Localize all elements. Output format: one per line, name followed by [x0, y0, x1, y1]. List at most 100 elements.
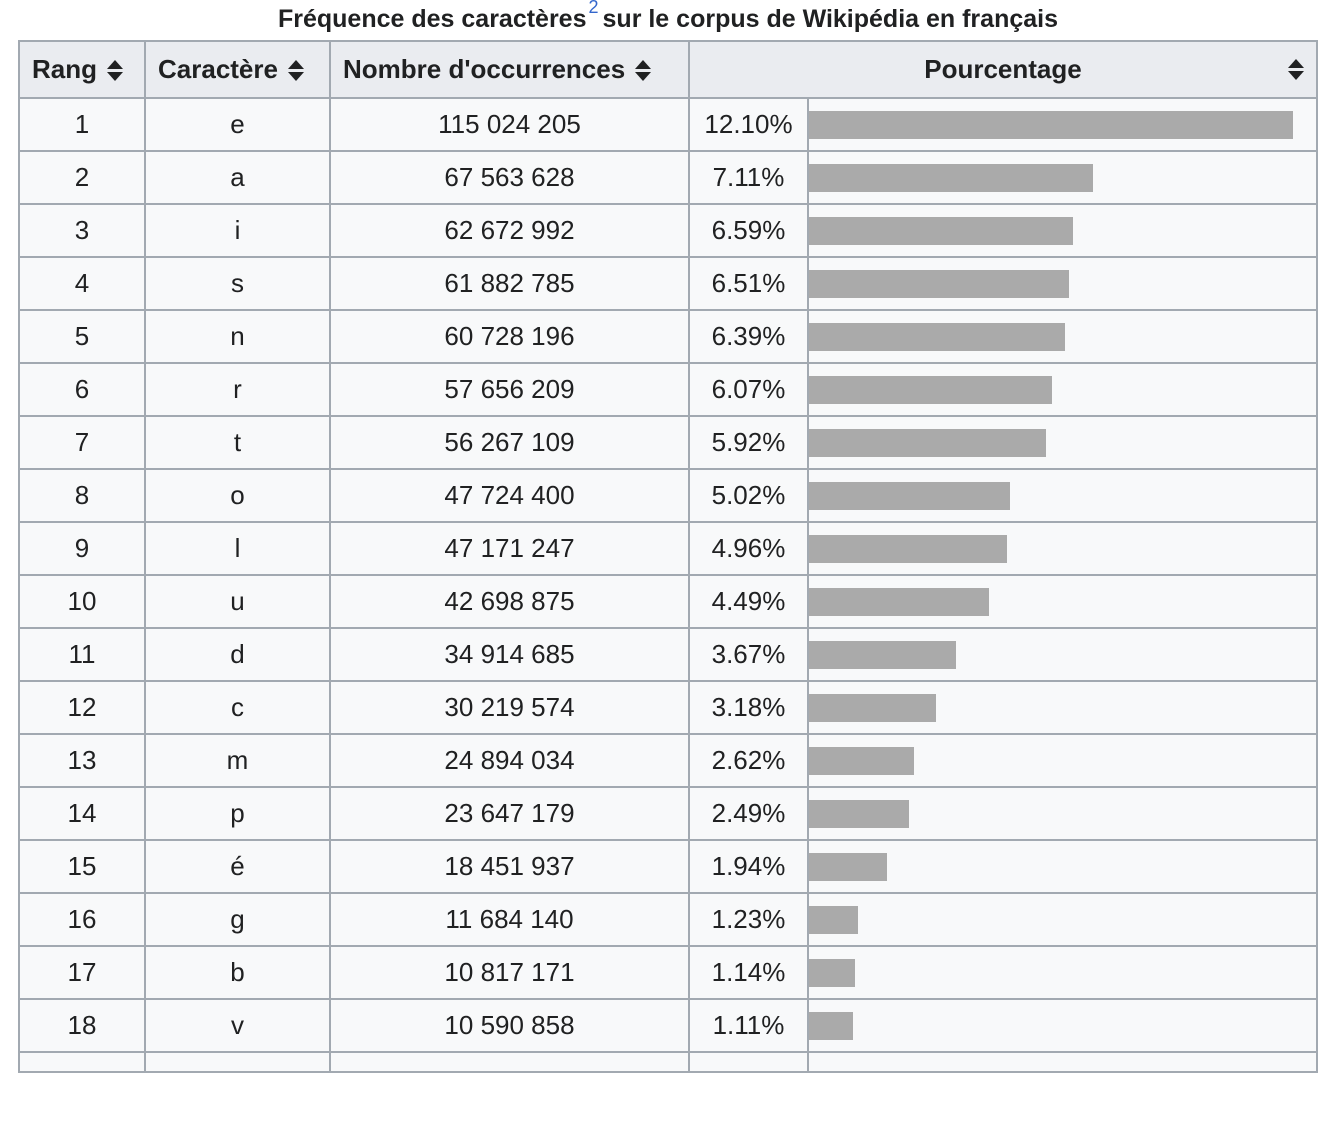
bar-cell [807, 574, 1318, 629]
table-row: 17 b 10 817 171 1.14% [18, 945, 1318, 1000]
table-row: 15 é 18 451 937 1.94% [18, 839, 1318, 894]
table-row: 13 m 24 894 034 2.62% [18, 733, 1318, 788]
occurrences-cell: 23 647 179 [329, 786, 690, 841]
column-header-percentage-label: Pourcentage [924, 54, 1082, 84]
table-row: 1 e 115 024 205 12.10% [18, 97, 1318, 152]
percentage-bar [809, 905, 858, 934]
table-row: 7 t 56 267 109 5.92% [18, 415, 1318, 470]
percentage-bar [809, 587, 989, 616]
bar-cell [807, 998, 1318, 1053]
percentage-cell: 1.14% [688, 945, 809, 1000]
character-cell: n [144, 309, 331, 364]
empty-cell [144, 1051, 331, 1073]
rank-cell: 11 [18, 627, 146, 682]
occurrences-cell: 47 171 247 [329, 521, 690, 576]
character-cell: e [144, 97, 331, 152]
rank-cell: 8 [18, 468, 146, 523]
bar-cell [807, 362, 1318, 417]
rank-cell: 12 [18, 680, 146, 735]
percentage-bar [809, 375, 1052, 404]
percentage-cell: 1.11% [688, 998, 809, 1053]
bar-cell [807, 97, 1318, 152]
column-header-percentage[interactable]: Pourcentage [688, 40, 1318, 99]
rank-cell: 18 [18, 998, 146, 1053]
percentage-bar [809, 799, 909, 828]
occurrences-cell: 61 882 785 [329, 256, 690, 311]
bar-cell [807, 892, 1318, 947]
reference-link[interactable]: 2 [588, 0, 599, 17]
table-row: 3 i 62 672 992 6.59% [18, 203, 1318, 258]
empty-cell [18, 1051, 146, 1073]
rank-cell: 10 [18, 574, 146, 629]
percentage-cell: 4.49% [688, 574, 809, 629]
bar-cell [807, 415, 1318, 470]
sort-icon[interactable] [635, 60, 652, 82]
table-body: 1 e 115 024 205 12.10% 2 a 67 563 628 7.11% 3 i 62… [18, 97, 1318, 1073]
occurrences-cell: 30 219 574 [329, 680, 690, 735]
header-row: Rang Caractère Nombre d'occurrences Pour… [18, 40, 1318, 99]
sort-icon[interactable] [287, 60, 304, 82]
table-row: 9 l 47 171 247 4.96% [18, 521, 1318, 576]
character-cell: o [144, 468, 331, 523]
bar-cell [807, 203, 1318, 258]
percentage-cell: 6.39% [688, 309, 809, 364]
rank-cell: 7 [18, 415, 146, 470]
column-header-character[interactable]: Caractère [144, 40, 331, 99]
percentage-bar [809, 640, 956, 669]
table-row: 12 c 30 219 574 3.18% [18, 680, 1318, 735]
rank-cell: 4 [18, 256, 146, 311]
empty-cell [688, 1051, 809, 1073]
sort-icon[interactable] [1288, 59, 1304, 81]
percentage-cell: 6.59% [688, 203, 809, 258]
percentage-cell: 5.02% [688, 468, 809, 523]
percentage-cell: 1.94% [688, 839, 809, 894]
character-cell: s [144, 256, 331, 311]
rank-cell: 13 [18, 733, 146, 788]
percentage-cell: 5.92% [688, 415, 809, 470]
character-cell: g [144, 892, 331, 947]
table-row-partial [18, 1051, 1318, 1073]
rank-cell: 5 [18, 309, 146, 364]
occurrences-cell: 18 451 937 [329, 839, 690, 894]
occurrences-cell: 67 563 628 [329, 150, 690, 205]
occurrences-cell: 56 267 109 [329, 415, 690, 470]
table-row: 6 r 57 656 209 6.07% [18, 362, 1318, 417]
percentage-bar [809, 958, 855, 987]
percentage-bar [809, 746, 914, 775]
percentage-bar [809, 693, 936, 722]
character-cell: m [144, 733, 331, 788]
occurrences-cell: 24 894 034 [329, 733, 690, 788]
percentage-cell: 1.23% [688, 892, 809, 947]
character-cell: l [144, 521, 331, 576]
percentage-cell: 12.10% [688, 97, 809, 152]
occurrences-cell: 10 817 171 [329, 945, 690, 1000]
bar-cell [807, 521, 1318, 576]
column-header-rank-label: Rang [32, 54, 97, 84]
frequency-table: Rang Caractère Nombre d'occurrences Pour… [18, 40, 1318, 1073]
percentage-bar [809, 1011, 853, 1040]
occurrences-cell: 47 724 400 [329, 468, 690, 523]
percentage-cell: 3.18% [688, 680, 809, 735]
sort-icon[interactable] [107, 60, 123, 82]
occurrences-cell: 34 914 685 [329, 627, 690, 682]
character-cell: i [144, 203, 331, 258]
rank-cell: 9 [18, 521, 146, 576]
character-cell: b [144, 945, 331, 1000]
rank-cell: 16 [18, 892, 146, 947]
bar-cell [807, 627, 1318, 682]
rank-cell: 17 [18, 945, 146, 1000]
percentage-bar [809, 534, 1007, 563]
character-cell: é [144, 839, 331, 894]
percentage-bar [809, 269, 1069, 298]
bar-cell [807, 786, 1318, 841]
empty-cell [807, 1051, 1318, 1073]
table-row: 16 g 11 684 140 1.23% [18, 892, 1318, 947]
occurrences-cell: 115 024 205 [329, 97, 690, 152]
table-row: 5 n 60 728 196 6.39% [18, 309, 1318, 364]
caption-text: Fréquence des caractères [277, 5, 587, 33]
rank-cell: 3 [18, 203, 146, 258]
table-row: 14 p 23 647 179 2.49% [18, 786, 1318, 841]
column-header-rank[interactable]: Rang [18, 40, 146, 99]
percentage-cell: 2.49% [688, 786, 809, 841]
column-header-occurrences[interactable]: Nombre d'occurrences [329, 40, 690, 99]
